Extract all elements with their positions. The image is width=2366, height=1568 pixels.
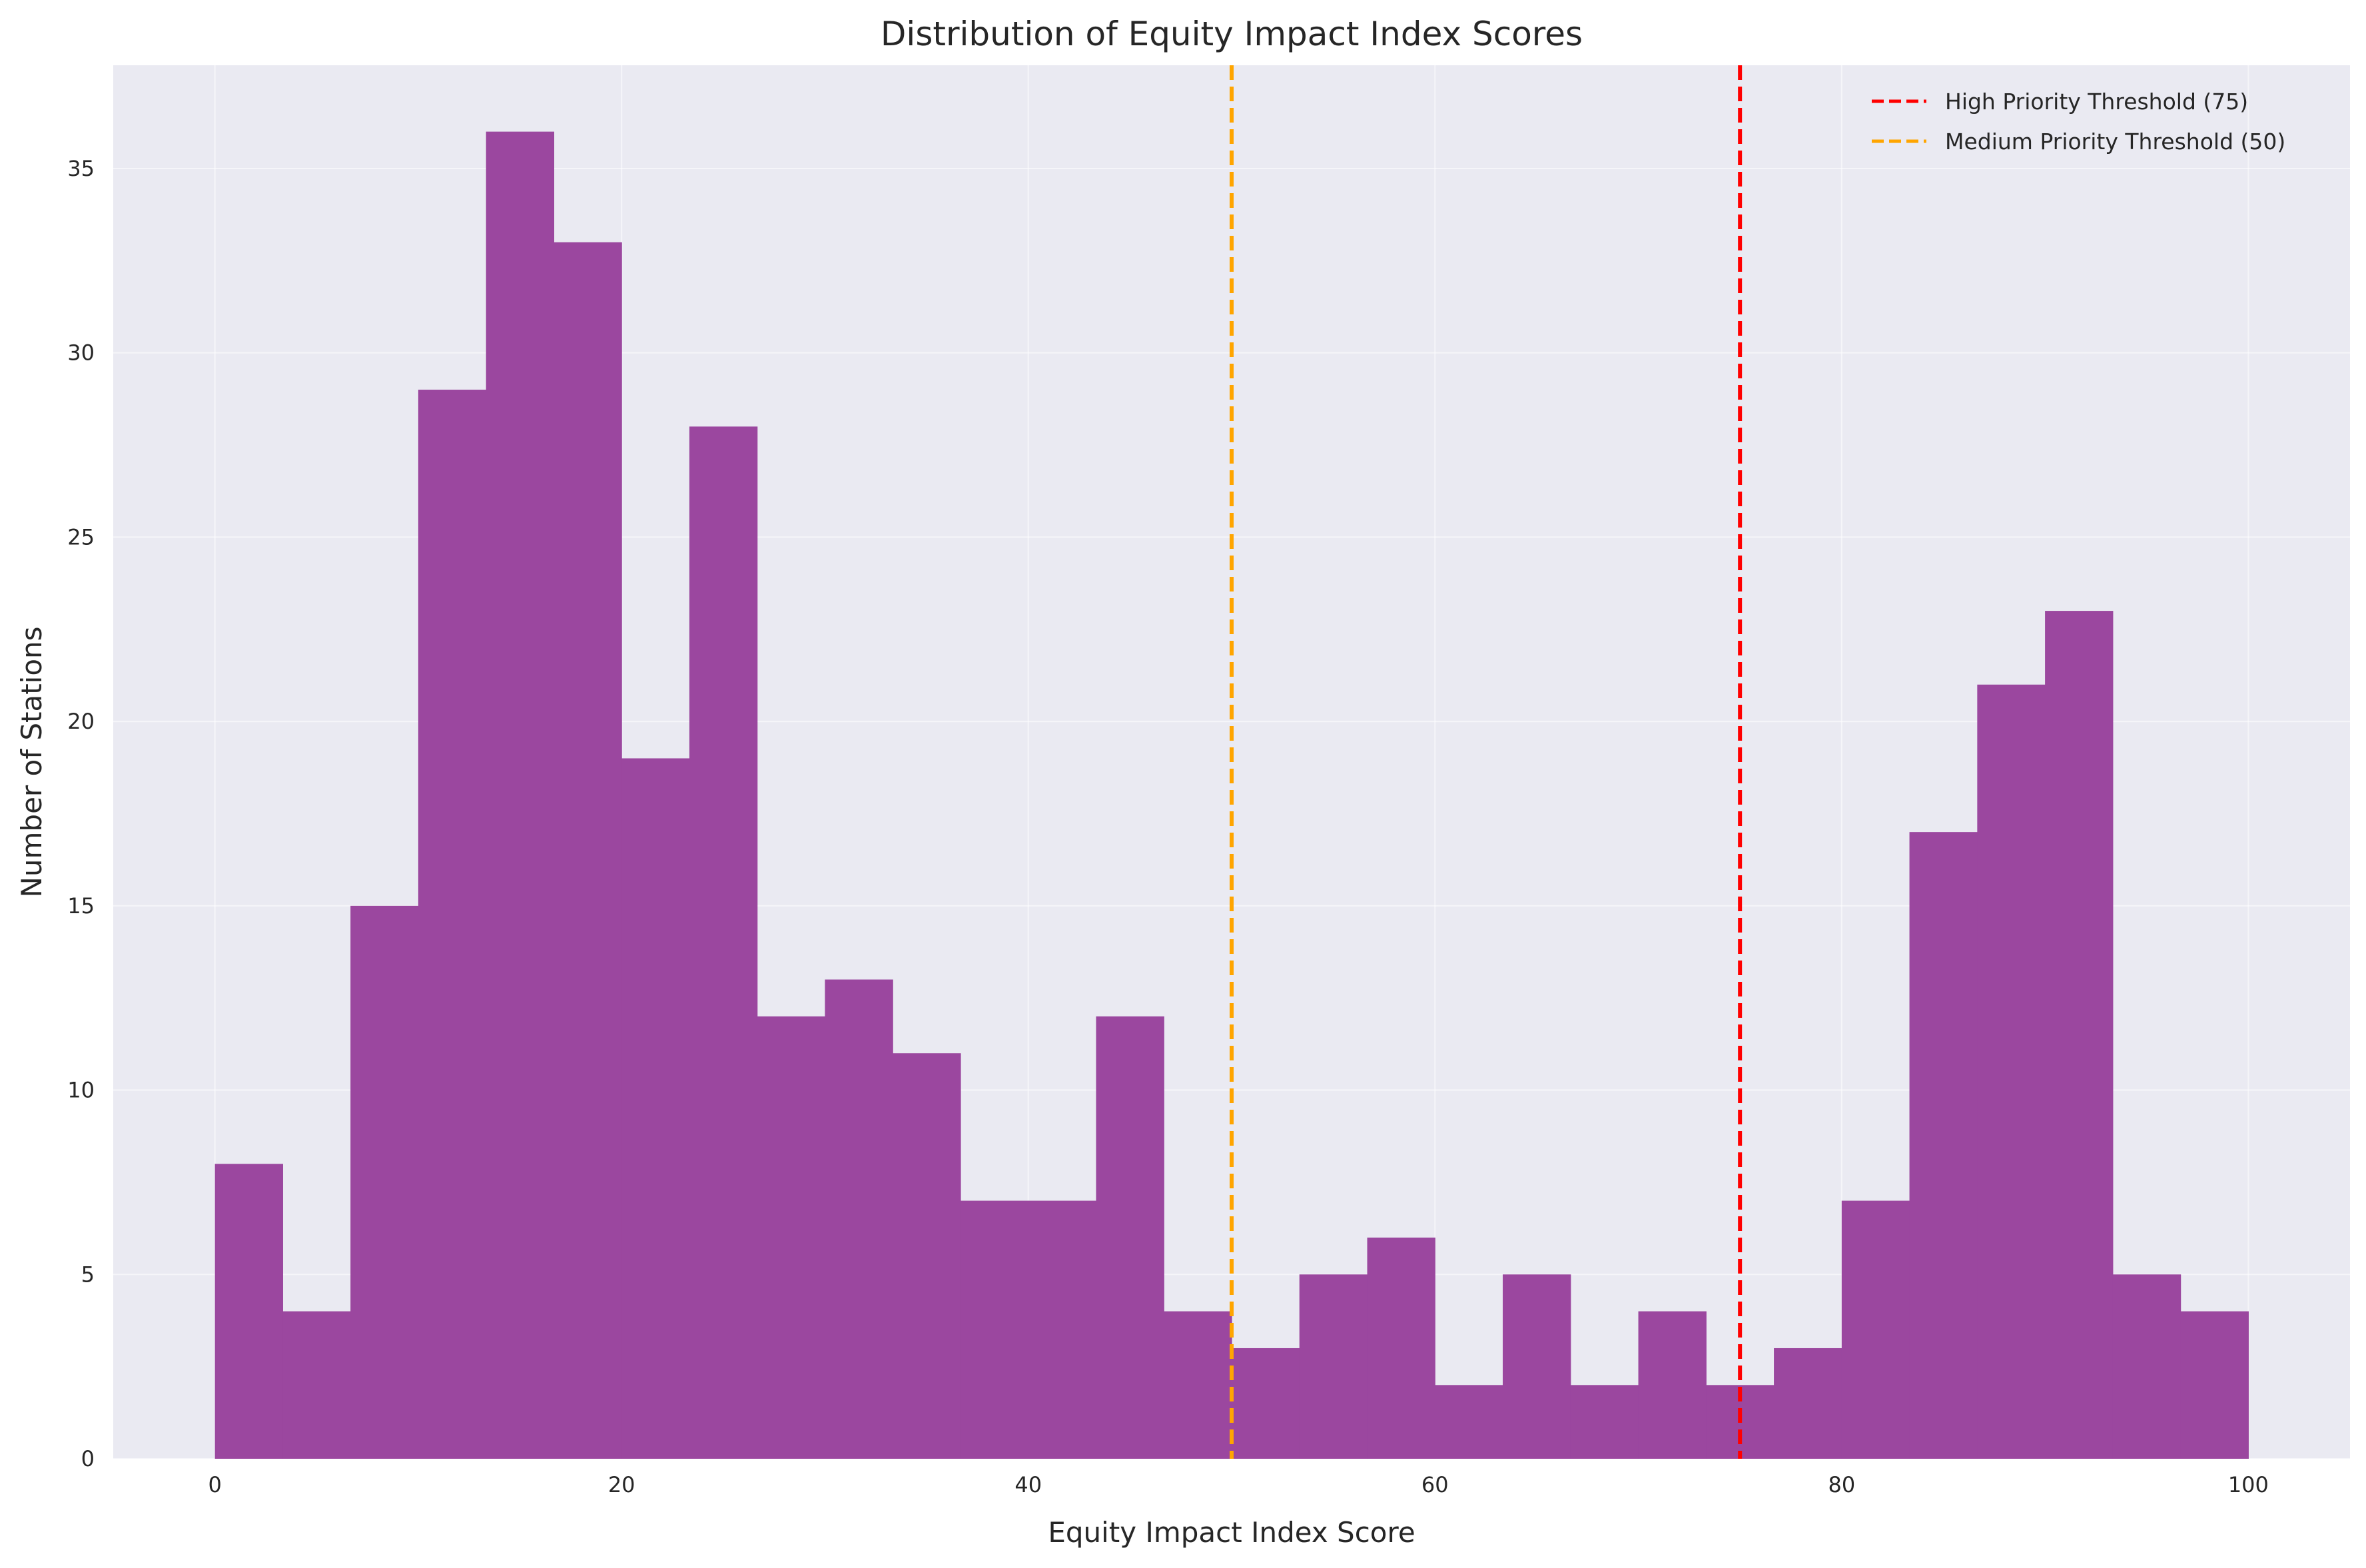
y-tick-label: 0 [81, 1446, 95, 1471]
histogram-bars [214, 131, 2249, 1459]
legend-label-medium: Medium Priority Threshold (50) [1945, 129, 2285, 155]
histogram-bar [2180, 1311, 2249, 1459]
histogram-bar [1232, 1348, 1300, 1459]
x-tick-label: 80 [1828, 1472, 1855, 1497]
x-tick-label: 60 [1421, 1472, 1449, 1497]
histogram-bar [1028, 1200, 1097, 1459]
histogram-bar [418, 390, 487, 1459]
histogram-bar [282, 1311, 351, 1459]
x-tick-label: 0 [208, 1472, 221, 1497]
histogram-bar [1299, 1274, 1368, 1459]
histogram-bar [1367, 1237, 1435, 1459]
x-tick-label: 40 [1014, 1472, 1042, 1497]
y-axis-ticks: 0 5 10 15 20 25 30 35 [67, 156, 95, 1471]
y-tick-label: 10 [67, 1078, 95, 1103]
y-tick-label: 30 [67, 340, 95, 366]
histogram-bar [1570, 1385, 1639, 1459]
threshold-lines [1230, 65, 1743, 1459]
histogram-bar [621, 758, 690, 1459]
histogram-bar [689, 426, 758, 1459]
y-tick-label: 25 [67, 524, 95, 550]
x-axis-ticks: 0 20 40 60 80 100 [208, 1472, 2268, 1497]
legend-item-high: High Priority Threshold (75) [1872, 89, 2248, 115]
x-axis-label: Equity Impact Index Score [1048, 1516, 1415, 1549]
histogram-bar [2045, 611, 2114, 1459]
y-tick-label: 35 [67, 156, 95, 181]
histogram-bar [1503, 1274, 1571, 1459]
y-tick-label: 15 [67, 893, 95, 919]
y-axis-label: Number of Stations [15, 626, 48, 897]
histogram-bar [1841, 1200, 1910, 1459]
histogram-bar [1435, 1385, 1503, 1459]
histogram-bar [1164, 1311, 1232, 1459]
x-tick-label: 20 [608, 1472, 635, 1497]
chart-title: Distribution of Equity Impact Index Scor… [881, 15, 1583, 53]
histogram-bar [554, 242, 622, 1459]
legend-item-medium: Medium Priority Threshold (50) [1872, 129, 2285, 155]
y-tick-label: 5 [81, 1262, 95, 1287]
histogram-bar [214, 1164, 283, 1459]
histogram-bar [1096, 1016, 1164, 1459]
legend-label-high: High Priority Threshold (75) [1945, 89, 2248, 115]
x-tick-label: 100 [2228, 1472, 2269, 1497]
histogram-bar [1909, 832, 1978, 1459]
y-tick-label: 20 [67, 709, 95, 734]
histogram-bar [757, 1016, 826, 1459]
histogram-bar [825, 979, 893, 1459]
histogram-bar [1774, 1348, 1842, 1459]
histogram-bar [350, 905, 419, 1459]
histogram-bar [1638, 1311, 1707, 1459]
histogram-bar [2112, 1274, 2181, 1459]
histogram-bar [486, 131, 555, 1459]
histogram-bar [1977, 684, 2046, 1459]
histogram-bar [893, 1053, 961, 1459]
legend: High Priority Threshold (75) Medium Prio… [1872, 89, 2285, 155]
histogram-bar [960, 1200, 1029, 1459]
